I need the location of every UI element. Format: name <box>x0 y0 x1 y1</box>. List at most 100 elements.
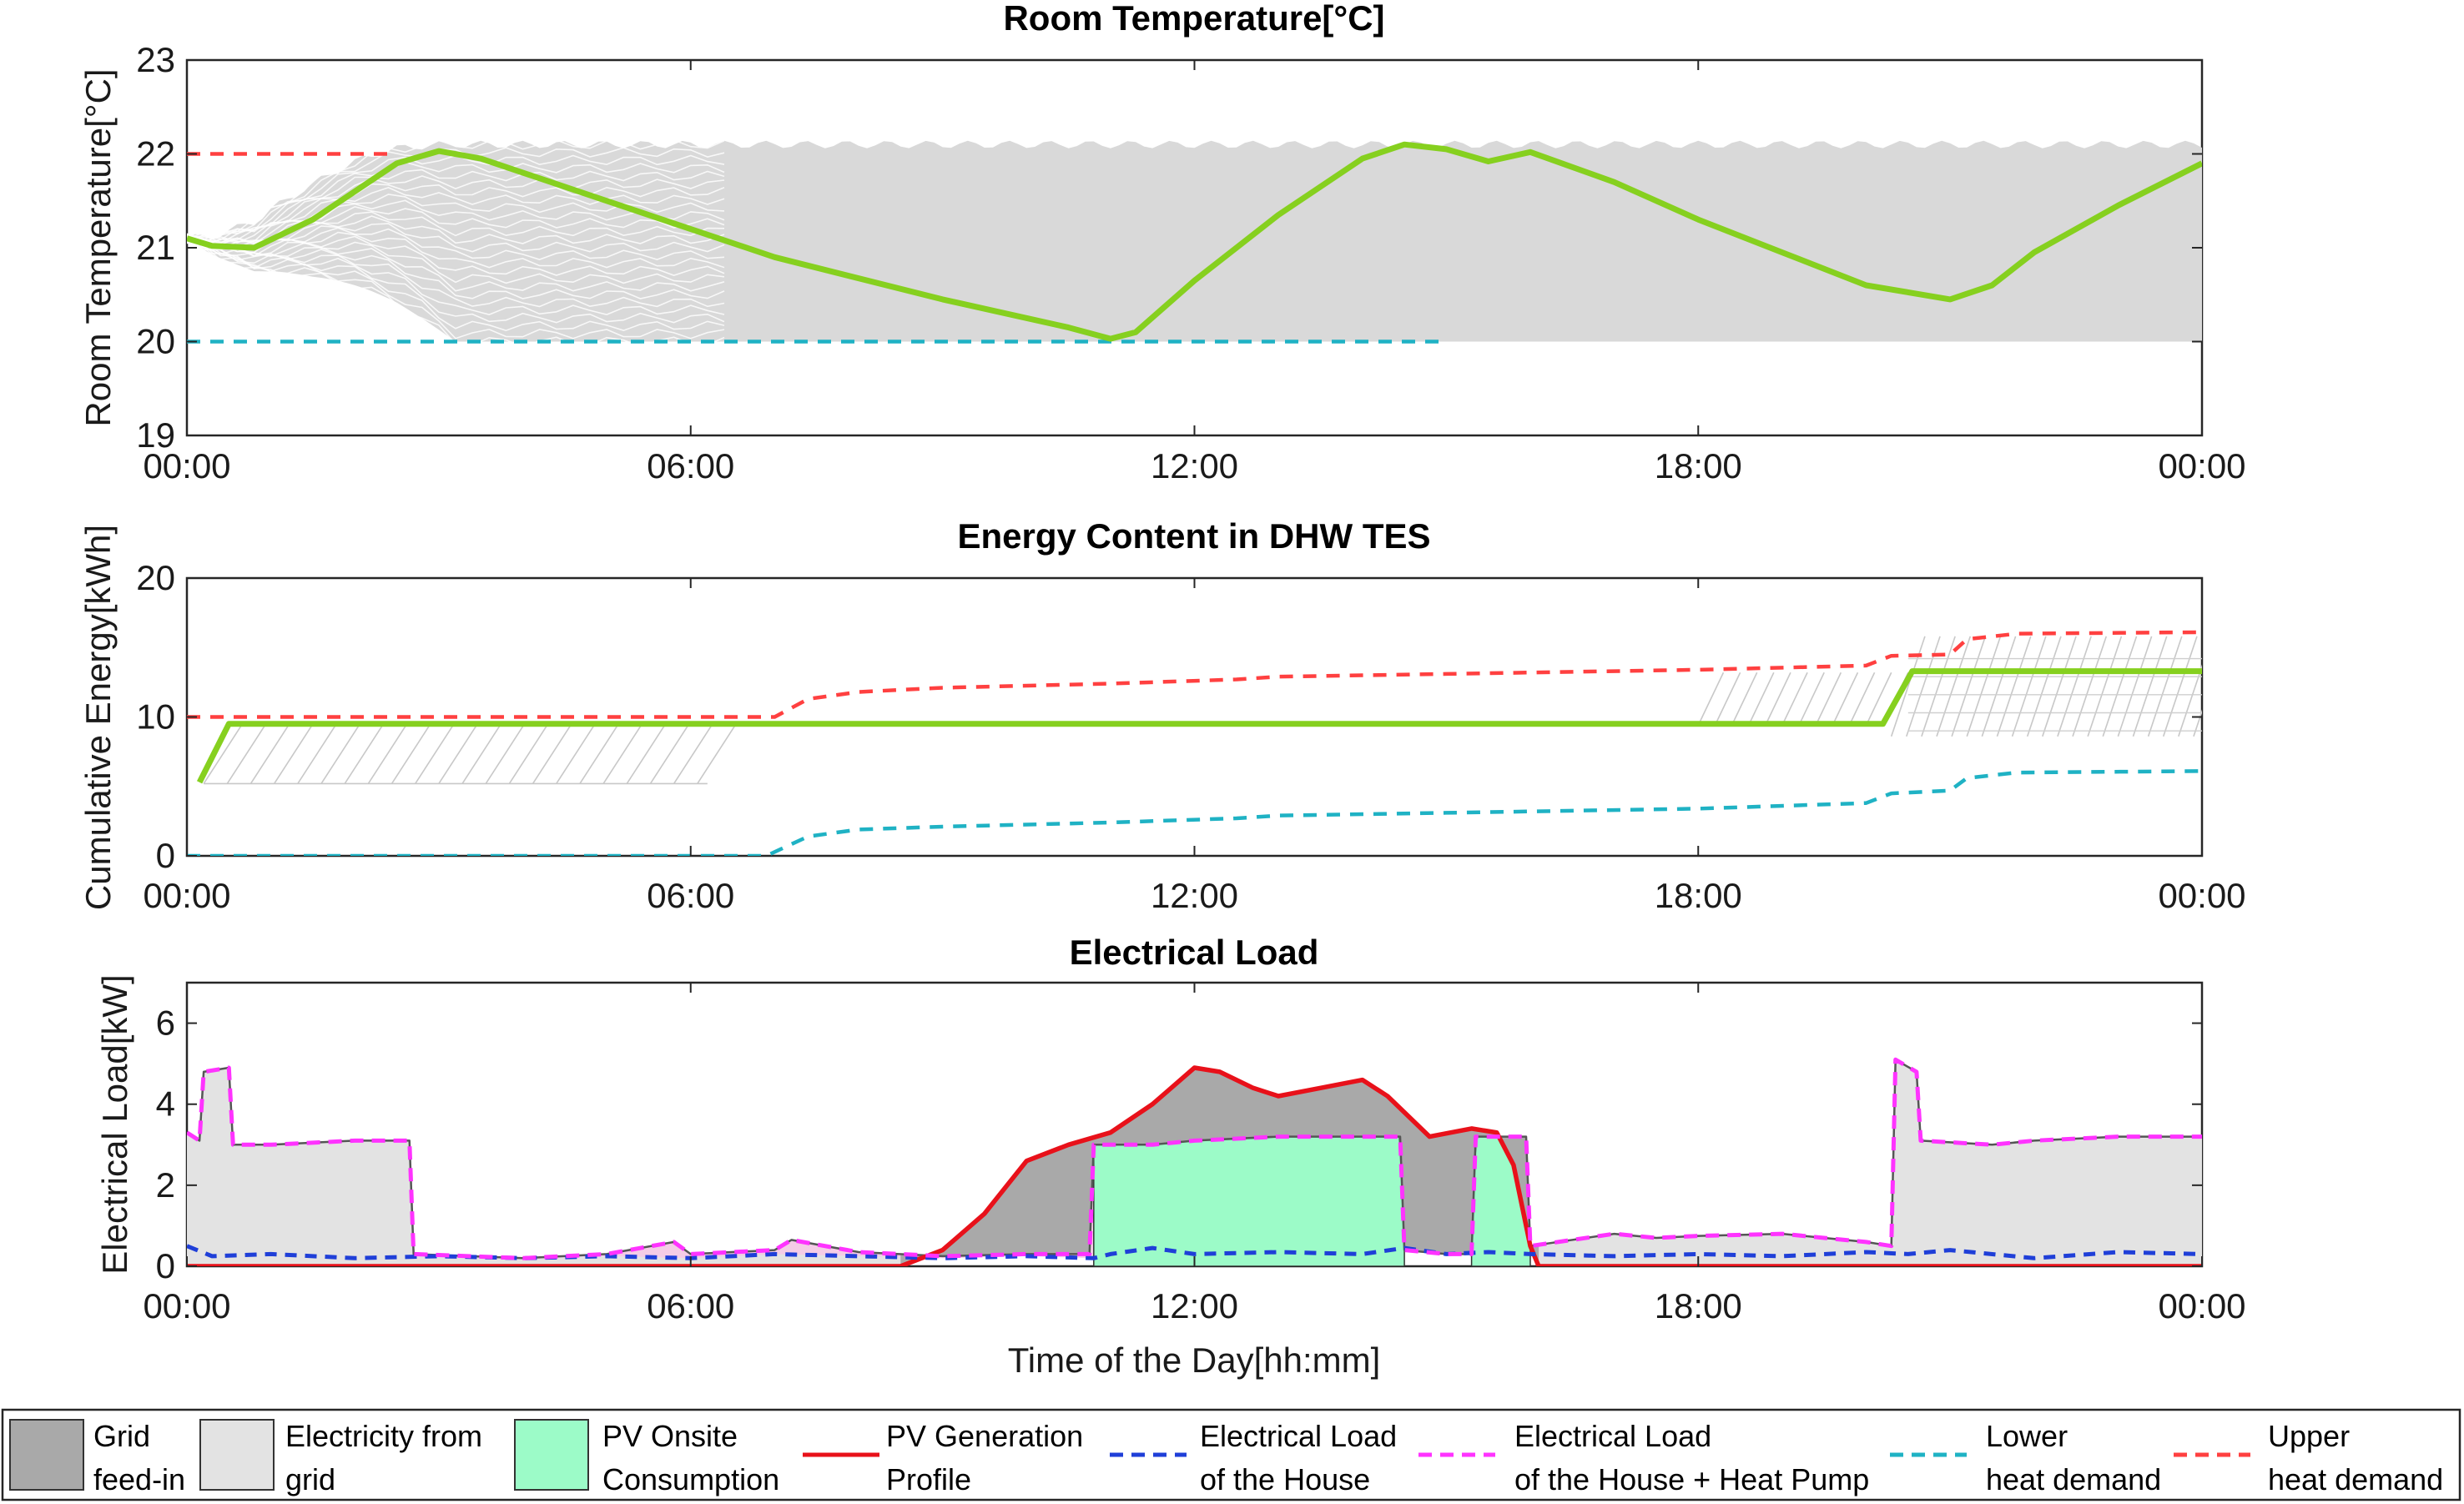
panel2-ytick-label: 20 <box>136 558 175 597</box>
legend-label-line1: Lower <box>1986 1419 2068 1453</box>
electrical-load-chart: Electrical Load 00:00 06:00 12:00 18:00 00:0… <box>95 933 2246 1380</box>
legend-label-line2: Profile <box>886 1462 971 1496</box>
hatch-line <box>1981 636 2017 737</box>
legend-label-line2: Consumption <box>602 1462 779 1496</box>
dhw-energy-chart: Energy Content in DHW TES 00:00 06:00 12:0… <box>78 516 2246 915</box>
scenario-line <box>187 169 725 244</box>
legend-swatch <box>9 1419 84 1491</box>
electricity-from-grid-area <box>187 1059 2202 1266</box>
hatch-line <box>2117 636 2153 737</box>
legend-label-line1: PV Onsite <box>602 1419 738 1453</box>
panel2-xtick-label: 00:00 <box>2158 876 2245 915</box>
hatch-line <box>415 725 454 784</box>
legend-swatch <box>199 1419 275 1491</box>
scenario-line <box>187 175 725 244</box>
hatch-line <box>2162 636 2198 737</box>
scenario-line <box>187 234 725 332</box>
scenario-line <box>187 233 725 284</box>
room-temperature-chart: Room Temperature[°C] 00:00 06:00 12:00 18:0… <box>78 0 2246 485</box>
hatch-line <box>320 725 360 784</box>
hatch-line <box>1951 636 1987 737</box>
panel2-series <box>187 630 2202 856</box>
house-hp-load-line <box>187 1057 2202 1260</box>
legend-item-upper-heat: Upper heat demand <box>2174 1419 2443 1496</box>
hatch-line <box>1848 672 1876 726</box>
panel1-xtick-label: 12:00 <box>1151 446 1238 485</box>
hatch-line <box>2178 664 2202 737</box>
panel1-ytick-label: 23 <box>136 40 175 79</box>
scenario-line <box>187 234 725 340</box>
legend-label-line1: Electrical Load <box>1514 1419 1711 1453</box>
scenario-line <box>187 237 725 324</box>
scenario-line <box>187 138 725 240</box>
panel3-xlabel: Time of the Day[hh:mm] <box>1008 1341 1381 1380</box>
hatch-line <box>297 725 336 784</box>
legend-item-house-hp-load: Electrical Load of the House + Heat Pump <box>1418 1419 1869 1496</box>
hatch-line <box>579 725 618 784</box>
scenario-line <box>187 235 725 276</box>
panel3-title: Electrical Load <box>1070 933 1319 972</box>
legend-swatch <box>514 1419 589 1491</box>
legend-label-line2: grid <box>285 1462 335 1496</box>
panel3-ytick-label: 2 <box>156 1165 175 1205</box>
hatch-line <box>226 725 266 784</box>
legend-label-line2: heat demand <box>2268 1462 2443 1496</box>
hatch-line <box>508 725 548 784</box>
hatch-line <box>556 725 595 784</box>
legend-label-line2: of the House <box>1200 1462 1370 1496</box>
legend-label-line2: feed-in <box>93 1462 185 1496</box>
hatch-line <box>1936 636 1972 737</box>
hatch-line <box>1747 672 1775 726</box>
legend-item-grid-feed-in: Grid feed-in <box>9 1419 185 1496</box>
legend-label-line1: Upper <box>2268 1419 2350 1453</box>
hatch-line <box>344 725 384 784</box>
panel1-xtick-label: 18:00 <box>1655 446 1742 485</box>
hatch-line <box>1966 636 2002 737</box>
grid-feed-in-area <box>900 1068 1539 1266</box>
hatch-line <box>1798 672 1825 726</box>
panel1-ytick-label: 20 <box>136 322 175 361</box>
hatch-line <box>2072 636 2108 737</box>
legend-label-line1: Electricity from <box>285 1419 482 1453</box>
hatch-line <box>532 725 572 784</box>
hatch-line <box>273 725 313 784</box>
panel1-ytick-label: 19 <box>136 415 175 455</box>
hatch-line <box>1890 636 1926 737</box>
panel3-ylabel: Electrical Load[kW] <box>95 974 134 1274</box>
hatch-line <box>2057 636 2092 737</box>
legend-label-line1: PV Generation <box>886 1419 1083 1453</box>
panel3-ytick-label: 0 <box>156 1246 175 1285</box>
panel3-areas <box>187 1059 2202 1266</box>
hatch-line <box>203 725 243 784</box>
legend-label-line2: heat demand <box>1986 1462 2161 1496</box>
upper-heat-line <box>187 630 2202 719</box>
temperature-scenario-band <box>187 138 2202 347</box>
panel1-title: Room Temperature[°C] <box>1003 0 1384 38</box>
hatch-line <box>438 725 477 784</box>
hatch-line <box>367 725 407 784</box>
hatch-line <box>1815 672 1842 726</box>
hatch-line <box>2132 636 2168 737</box>
hatch-line <box>1865 672 1892 726</box>
legend-box <box>1 1408 2461 1501</box>
panel1-ytick-label: 22 <box>136 134 175 174</box>
hatch-line <box>1765 672 1791 726</box>
panel3-xtick-label: 00:00 <box>143 1286 230 1325</box>
hatch-line <box>2087 636 2123 737</box>
legend-label-line1: Electrical Load <box>1200 1419 1397 1453</box>
hatch-line <box>1921 636 1956 737</box>
panel2-title: Energy Content in DHW TES <box>958 516 1431 556</box>
hatch-line <box>1697 672 1725 726</box>
hatch-line <box>697 725 736 784</box>
hatch-line <box>1714 672 1741 726</box>
panel3-xtick-label: 00:00 <box>2158 1286 2245 1325</box>
hatch-line <box>626 725 666 784</box>
scenario-envelope <box>187 140 2202 342</box>
hatch-line <box>1832 672 1859 726</box>
house-load-line <box>187 1244 2202 1260</box>
hatch-line <box>1731 672 1758 726</box>
panel2-axes <box>185 576 2204 858</box>
